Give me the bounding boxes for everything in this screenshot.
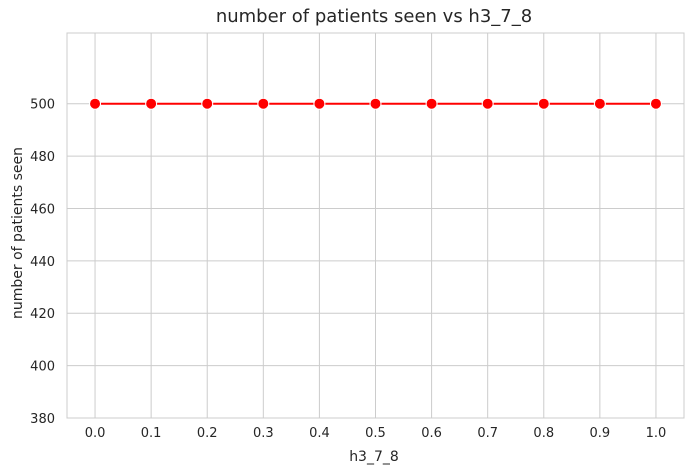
plot-frame (66, 32, 685, 419)
y-tick-label: 500 (30, 98, 55, 113)
chart-title: number of patients seen vs h3_7_8 (216, 6, 532, 27)
y-axis-label: number of patients seen (10, 147, 26, 319)
data-point (593, 97, 606, 110)
data-point (425, 97, 438, 110)
x-tick-label: 0.4 (309, 426, 330, 441)
data-series (89, 97, 662, 110)
x-tick-label: 0.8 (533, 426, 554, 441)
y-tick-label: 380 (30, 412, 55, 427)
data-point (257, 97, 270, 110)
y-tick-label: 460 (30, 202, 55, 217)
y-tick-label: 440 (30, 255, 55, 270)
y-tick-label: 480 (30, 150, 55, 165)
data-point (649, 97, 662, 110)
x-tick-label: 1.0 (646, 426, 667, 441)
y-tick-label: 420 (30, 307, 55, 322)
x-tick-label: 0.1 (141, 426, 162, 441)
data-point (481, 97, 494, 110)
data-point (89, 97, 102, 110)
data-point (369, 97, 382, 110)
x-tick-label: 0.6 (421, 426, 442, 441)
data-point (145, 97, 158, 110)
x-tick-label: 0.0 (85, 426, 106, 441)
data-point (201, 97, 214, 110)
x-gridlines (94, 33, 657, 418)
x-tick-label: 0.5 (365, 426, 386, 441)
y-tick-label: 400 (30, 360, 55, 375)
x-tick-label: 0.7 (477, 426, 498, 441)
x-tick-labels: 0.0 0.1 0.2 0.3 0.4 0.5 0.6 0.7 0.8 0.9 1.0 (85, 426, 667, 441)
data-point (537, 97, 550, 110)
y-tick-labels: 380 400 420 440 460 480 500 (30, 98, 55, 427)
x-tick-label: 0.2 (197, 426, 218, 441)
data-point (313, 97, 326, 110)
x-tick-label: 0.9 (590, 426, 611, 441)
x-axis-label: h3_7_8 (349, 449, 399, 465)
x-tick-label: 0.3 (253, 426, 274, 441)
plot-area (66, 32, 685, 419)
